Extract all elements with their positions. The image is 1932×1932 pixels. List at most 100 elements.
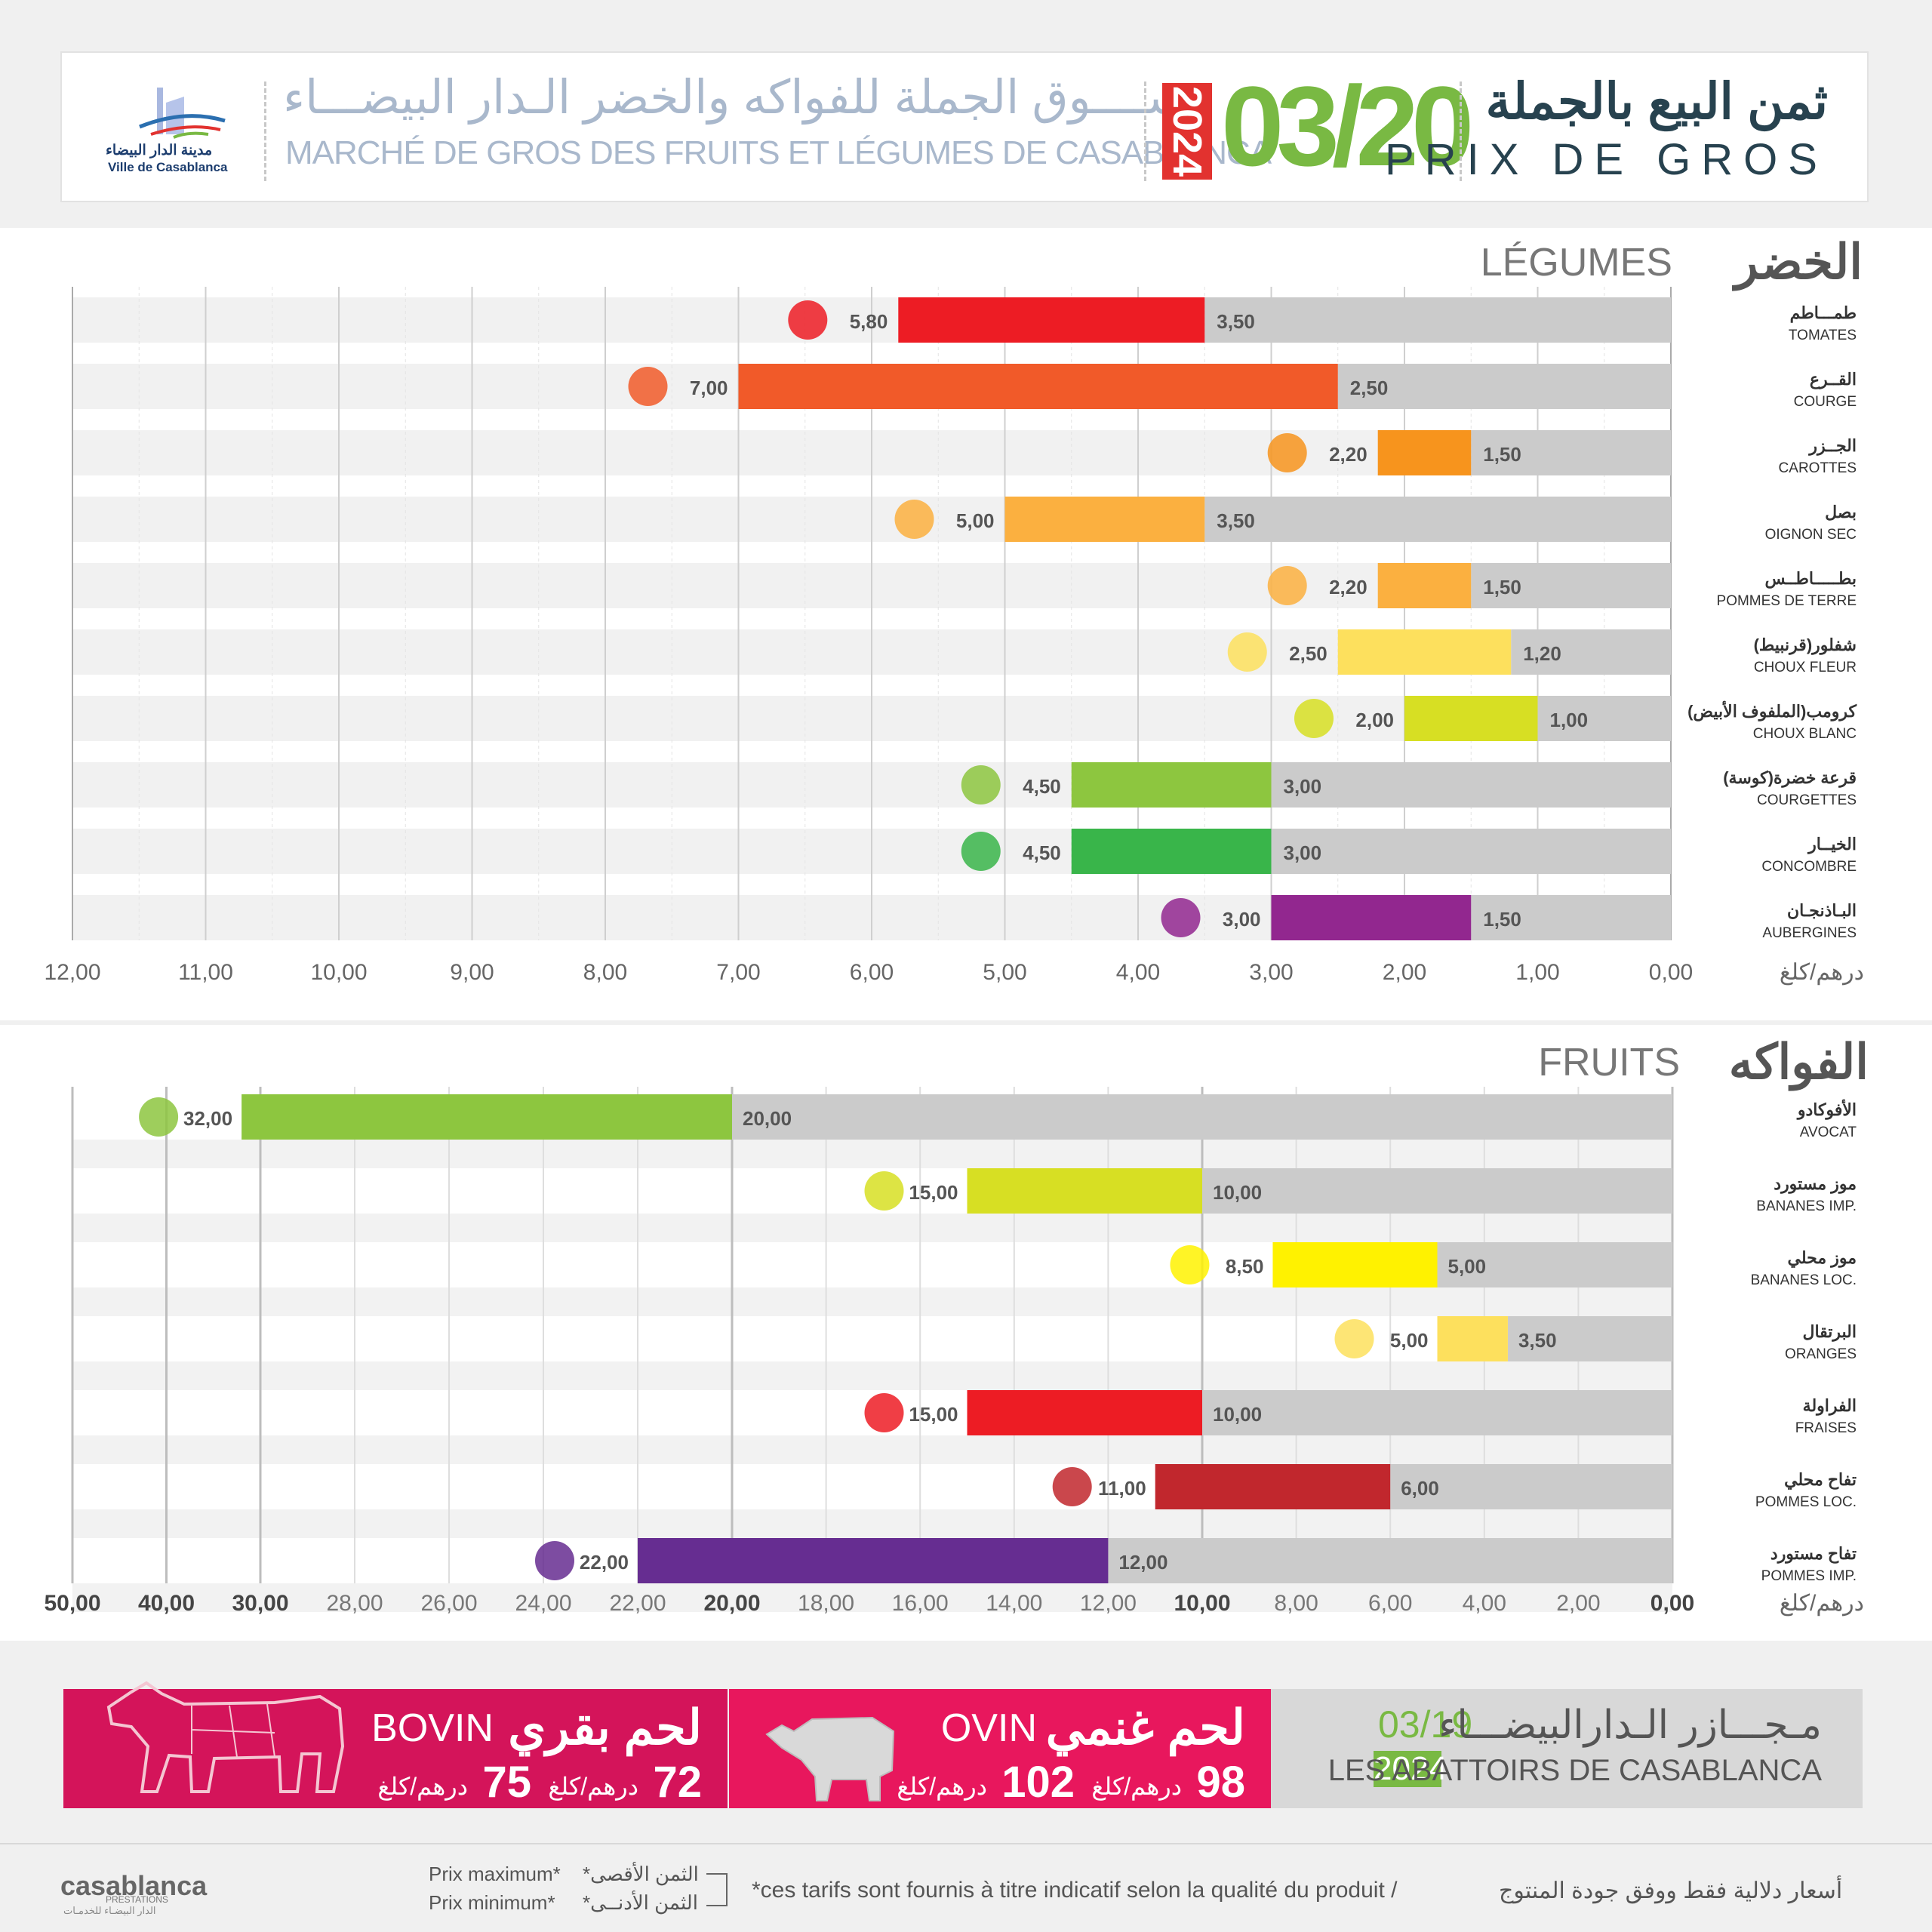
min-value-label: 3,00 xyxy=(1284,841,1322,864)
x-tick-label: 10,00 xyxy=(1174,1591,1230,1616)
max-bar xyxy=(967,1390,1202,1435)
max-value-label: 2,20 xyxy=(1329,443,1367,466)
x-tick-label: 12,00 xyxy=(1080,1591,1137,1616)
item-name-ar: قرعة خضرة(كوسة) xyxy=(1723,768,1857,788)
min-value-label: 1,20 xyxy=(1523,642,1561,665)
prix-max-label: Prix maximum* xyxy=(429,1863,561,1885)
fruit-icon xyxy=(864,1171,904,1211)
min-bar xyxy=(1471,430,1671,475)
item-name-fr: AVOCAT xyxy=(1800,1124,1857,1140)
x-tick-label: 26,00 xyxy=(420,1591,477,1616)
item-name-ar: موز مستورد xyxy=(1774,1174,1857,1194)
x-tick-label: 2,00 xyxy=(1383,960,1426,985)
row-stripe xyxy=(72,1435,1672,1464)
item-name-ar: القــرع xyxy=(1810,370,1857,389)
item-name-fr: CONCOMBRE xyxy=(1761,859,1857,875)
x-tick-label: 6,00 xyxy=(850,960,894,985)
x-tick-label: 5,00 xyxy=(983,960,1026,985)
abattoirs-date: 03/19 xyxy=(1378,1703,1473,1746)
ovin-title-fr: OVIN xyxy=(940,1706,1037,1750)
x-tick-label: 30,00 xyxy=(232,1591,288,1616)
item-name-fr: ORANGES xyxy=(1785,1346,1857,1362)
header-title-fr: MARCHÉ DE GROS DES FRUITS ET LÉGUMES DE … xyxy=(285,134,1272,171)
vegetable-icon xyxy=(1267,566,1307,605)
min-value-label: 3,50 xyxy=(1518,1329,1557,1352)
min-value-label: 6,00 xyxy=(1401,1477,1439,1500)
max-bar xyxy=(1377,563,1472,608)
min-value-label: 3,50 xyxy=(1217,509,1255,532)
item-name-fr: COURGETTES xyxy=(1757,792,1857,808)
item-name-ar: تفاح محلي xyxy=(1784,1470,1857,1490)
legumes-chart: 3,50 5,80 طمـــاطم TOMATES 2,50 7,00 القــرع CO… xyxy=(44,287,1864,986)
min-bar xyxy=(1511,629,1671,675)
min-bar xyxy=(1204,497,1671,542)
bovin-title-fr: BOVIN xyxy=(371,1706,494,1750)
max-bar xyxy=(1271,895,1472,940)
max-bar xyxy=(898,297,1205,343)
footer-note-ar: أسعار دلالية فقط ووفق جودة المنتوج xyxy=(1499,1878,1843,1903)
x-tick-label: 20,00 xyxy=(703,1591,760,1616)
max-bar xyxy=(1071,762,1272,808)
max-value-label: 8,50 xyxy=(1226,1255,1264,1278)
item-name-fr: POMMES LOC. xyxy=(1755,1494,1857,1510)
item-name-ar: الأفوكادو xyxy=(1796,1099,1857,1120)
price-title-ar: ثمن البيع بالجملة xyxy=(1485,73,1828,129)
footer-note: *ces tarifs sont fournis à titre indicat… xyxy=(752,1878,1398,1903)
fruits-title-ar: الفواكه xyxy=(1728,1035,1869,1089)
x-tick-label: 4,00 xyxy=(1463,1591,1506,1616)
max-bar xyxy=(1004,497,1205,542)
min-bar xyxy=(1537,696,1671,741)
header-divider xyxy=(1460,82,1462,181)
fruit-icon xyxy=(1170,1245,1210,1284)
item-name-ar: شفلور(قرنبيط) xyxy=(1754,635,1857,655)
max-value-label: 4,50 xyxy=(1023,841,1061,864)
max-value-label: 5,00 xyxy=(1390,1329,1429,1352)
x-tick-label: 8,00 xyxy=(1274,1591,1318,1616)
ovin-unit: درهم/كلغ xyxy=(1091,1773,1182,1800)
item-name-fr: CAROTTES xyxy=(1779,460,1857,476)
max-value-label: 2,50 xyxy=(1289,642,1327,665)
item-name-ar: طمـــاطم xyxy=(1790,303,1857,323)
x-tick-label: 0,00 xyxy=(1651,1591,1694,1616)
date-label: 03/20 xyxy=(1221,63,1474,189)
min-value-label: 1,00 xyxy=(1550,709,1589,731)
x-tick-label: 0,00 xyxy=(1649,960,1693,985)
ovin-min-price: 98 xyxy=(1196,1758,1245,1807)
x-tick-label: 6,00 xyxy=(1368,1591,1412,1616)
item-name-fr: FRAISES xyxy=(1795,1420,1857,1436)
min-bar xyxy=(1108,1538,1672,1583)
row-stripe xyxy=(72,1361,1672,1390)
abattoirs-year: 2024 xyxy=(1374,1750,1447,1787)
min-bar xyxy=(1390,1464,1672,1509)
x-tick-label: 8,00 xyxy=(583,960,627,985)
x-tick-label: 24,00 xyxy=(515,1591,571,1616)
max-bar xyxy=(1437,1316,1508,1361)
min-bar xyxy=(1204,297,1671,343)
x-tick-label: 16,00 xyxy=(892,1591,949,1616)
max-bar xyxy=(1155,1464,1391,1509)
item-name-ar: موز محلي xyxy=(1788,1248,1857,1268)
item-name-ar: الخيــار xyxy=(1807,835,1857,854)
item-name-ar: الفراولة xyxy=(1803,1396,1857,1416)
x-tick-label: 50,00 xyxy=(44,1591,100,1616)
max-value-label: 2,00 xyxy=(1355,709,1394,731)
vegetable-icon xyxy=(961,765,1001,804)
max-value-label: 7,00 xyxy=(690,377,728,399)
year-badge: 2024 xyxy=(1162,83,1212,180)
min-bar xyxy=(1471,563,1671,608)
item-name-ar: تفاح مستورد xyxy=(1770,1544,1857,1564)
min-bar xyxy=(1271,829,1671,874)
min-value-label: 1,50 xyxy=(1483,908,1521,931)
header-divider xyxy=(264,82,266,181)
footer-brand: casablanca xyxy=(60,1870,208,1901)
x-axis-unit: درهم/كلغ xyxy=(1780,1591,1864,1617)
bovin-min-price: 72 xyxy=(653,1758,702,1807)
max-value-label: 11,00 xyxy=(1098,1477,1146,1500)
bovin-title-ar: لحم بقري xyxy=(508,1700,702,1755)
x-tick-label: 28,00 xyxy=(326,1591,383,1616)
min-bar xyxy=(732,1094,1672,1140)
legend-bracket xyxy=(706,1873,728,1906)
item-name-ar: البرتقال xyxy=(1802,1322,1857,1342)
fruits-chart: 20,00 32,00 الأفوكادو AVOCAT 10,00 15,00 موز م… xyxy=(44,1087,1864,1617)
x-tick-label: 10,00 xyxy=(310,960,367,985)
